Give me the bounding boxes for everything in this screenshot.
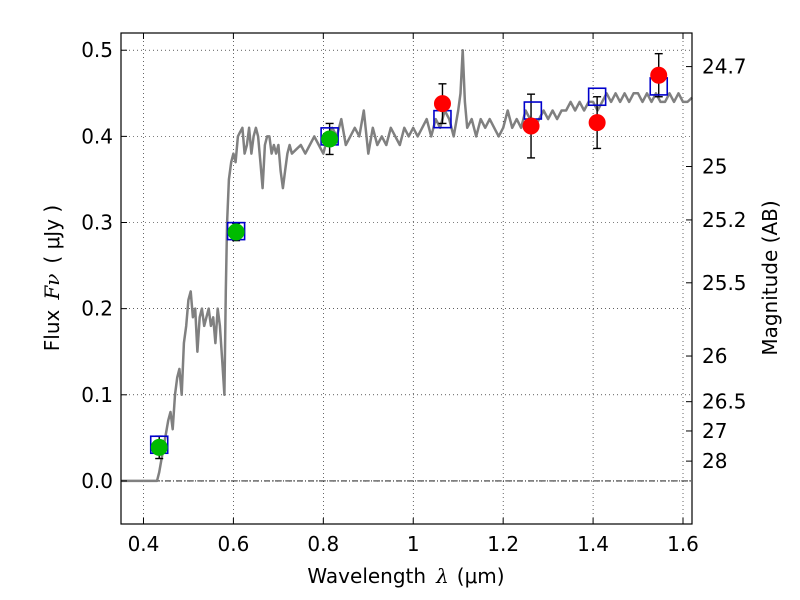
y-axis-title-unit: ( μJy ) <box>40 205 64 264</box>
x-tick-label-5: 1.4 <box>577 532 609 556</box>
optical_photometry-point-1 <box>227 223 245 241</box>
right-tick-label-0: 24.7 <box>702 55 747 79</box>
x-axis-title-main: Wavelength <box>307 564 426 588</box>
nir_photometry-point-2 <box>588 114 606 132</box>
x-tick-label-6: 1.6 <box>667 532 699 556</box>
spectrum-line <box>121 48 693 483</box>
right-tick-label-7: 28 <box>702 449 727 473</box>
optical_photometry-point-2 <box>321 130 339 148</box>
y-tick-label-1: 0.1 <box>81 383 113 407</box>
right-tick-label-5: 26.5 <box>702 390 747 414</box>
optical_photometry-point-0 <box>150 438 168 456</box>
x-axis-title: Wavelength λ (μm) <box>307 564 504 588</box>
y-axis-ticks: 0.0 0.1 0.2 0.3 0.4 0.5 <box>81 38 127 493</box>
nir_photometry-point-1 <box>522 117 540 135</box>
right-tick-label-4: 26 <box>702 344 727 368</box>
x-axis-ticks: 0.4 0.6 0.8 1 1.2 1.4 1.6 <box>128 33 699 556</box>
right-tick-label-2: 25.2 <box>702 208 747 232</box>
nir_photometry-point-0 <box>433 95 451 113</box>
x-tick-label-2: 0.8 <box>307 532 339 556</box>
x-tick-label-4: 1.2 <box>487 532 519 556</box>
right-tick-label-3: 25.5 <box>702 271 747 295</box>
plot-frame <box>120 32 693 525</box>
y-axis-title-symbol: Fν <box>40 274 64 301</box>
right-axis-title: Magnitude (AB) <box>758 200 782 355</box>
y-axis-title-main: Flux <box>40 309 64 351</box>
data-markers <box>149 66 669 456</box>
model-spectrum-layer <box>121 48 693 483</box>
y-axis-title: Flux Fν ( μJy ) <box>40 205 64 351</box>
y-tick-label-2: 0.2 <box>81 297 113 321</box>
nir_photometry-point-3 <box>650 66 668 84</box>
x-axis-title-symbol: λ <box>435 564 449 588</box>
right-tick-label-1: 25 <box>702 155 727 179</box>
model-flux-square-5 <box>587 87 607 107</box>
right-axis-ticks: 24.7 25 25.2 25.5 26 26.5 27 28 <box>686 55 747 473</box>
y-tick-label-5: 0.5 <box>81 38 113 62</box>
x-axis-title-unit: (μm) <box>457 564 505 588</box>
y-tick-label-0: 0.0 <box>81 469 113 493</box>
plot-area <box>121 33 692 524</box>
x-tick-label-1: 0.6 <box>217 532 249 556</box>
right-tick-label-6: 27 <box>702 419 727 443</box>
y-tick-label-4: 0.4 <box>81 124 113 148</box>
x-tick-label-0: 0.4 <box>128 532 160 556</box>
x-tick-label-3: 1 <box>407 532 420 556</box>
y-tick-label-3: 0.3 <box>81 211 113 235</box>
